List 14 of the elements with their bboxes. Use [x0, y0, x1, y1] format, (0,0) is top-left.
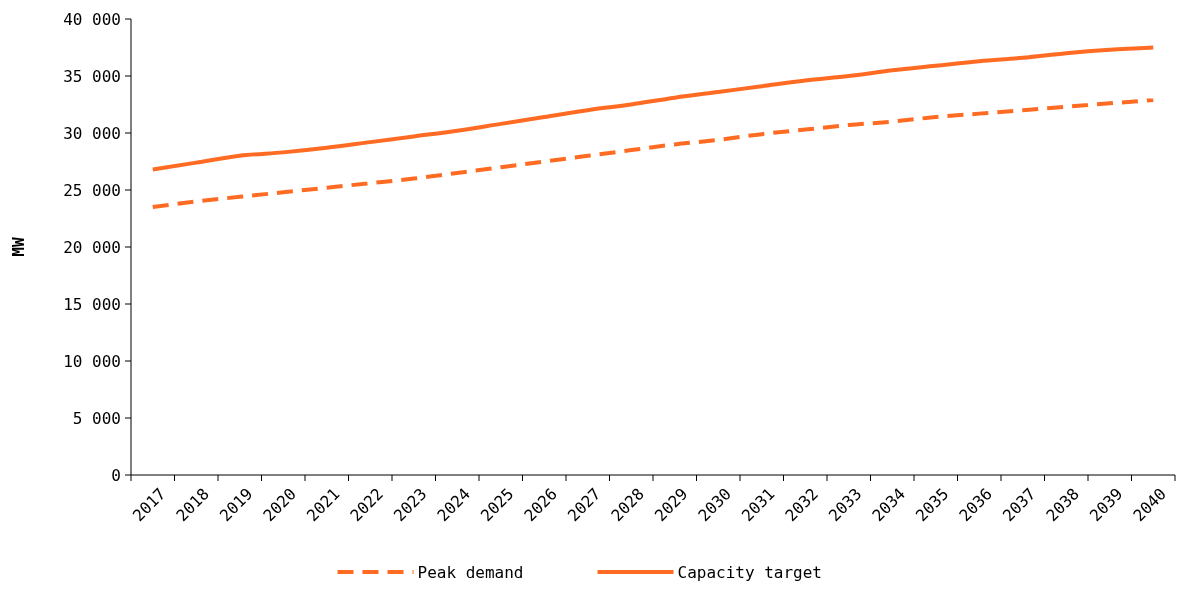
- y-tick-label: 30 000: [63, 123, 121, 143]
- y-axis-title: MW: [9, 237, 28, 257]
- y-tick-label: 15 000: [63, 294, 121, 314]
- y-tick-label: 35 000: [63, 66, 121, 86]
- legend-label: Peak demand: [417, 562, 524, 582]
- y-tick-label: 5 000: [72, 408, 121, 428]
- y-tick-label: 0: [111, 465, 121, 485]
- line-series: [150, 97, 1156, 210]
- line-series: [150, 45, 1156, 172]
- y-tick-label: 40 000: [63, 9, 121, 29]
- legend-label: Capacity target: [677, 562, 822, 582]
- y-tick-label: 20 000: [63, 237, 121, 257]
- y-tick-label: 10 000: [63, 351, 121, 371]
- y-tick-label: 25 000: [63, 180, 121, 200]
